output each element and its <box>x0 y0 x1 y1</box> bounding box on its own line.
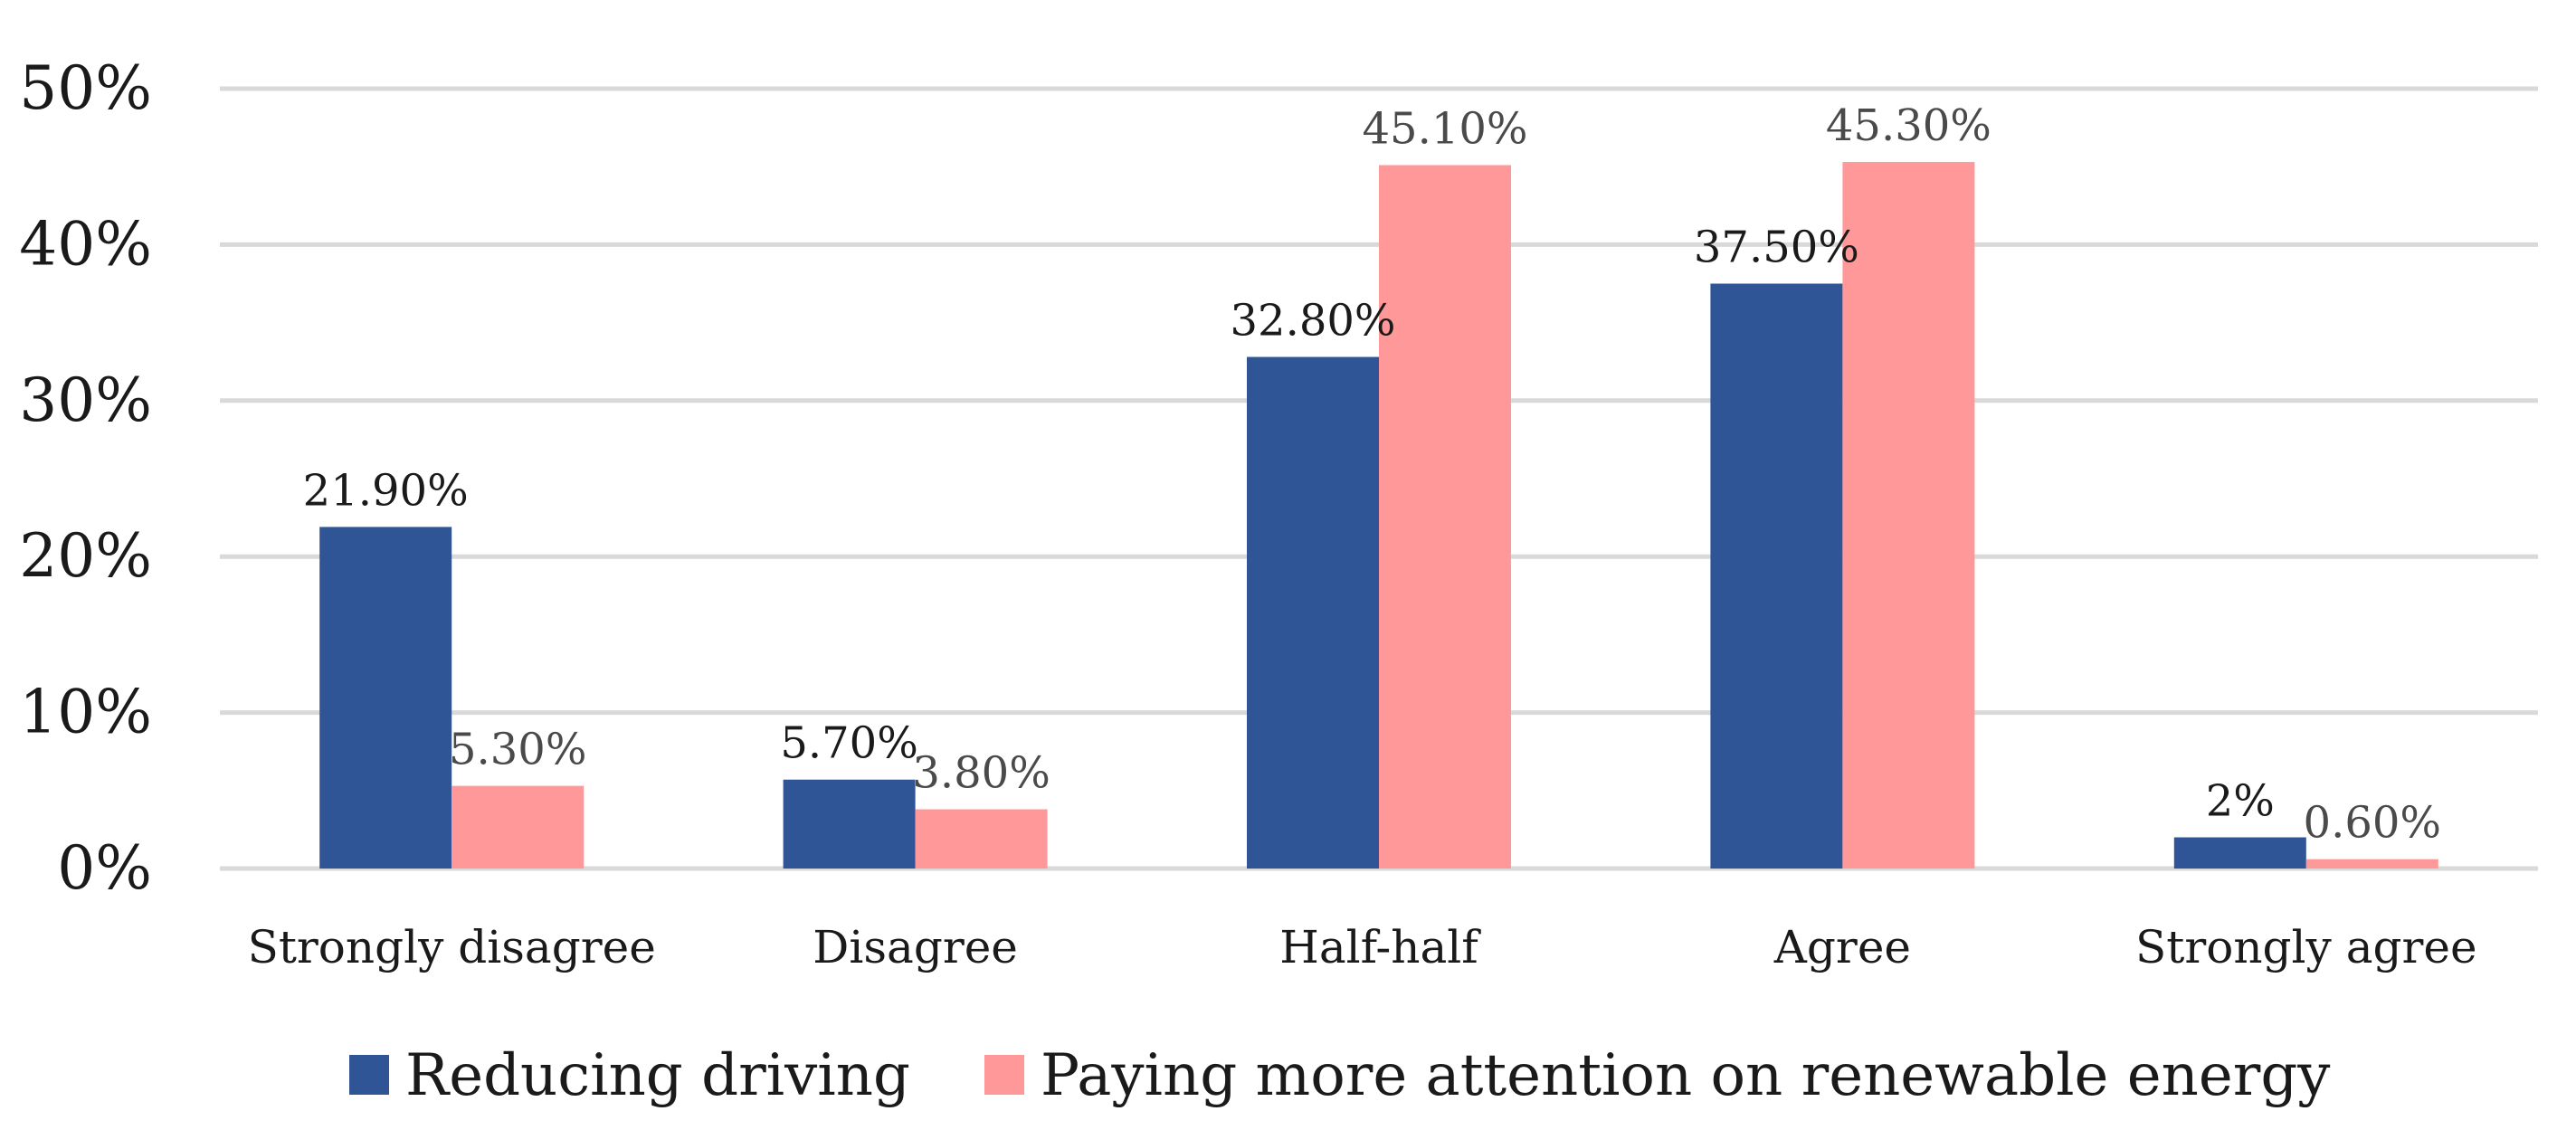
bar-renewable-energy <box>915 809 1048 869</box>
y-tick-label: 20% <box>19 521 152 591</box>
x-category-label: Agree <box>1773 921 1911 973</box>
bar-renewable-energy <box>1842 162 1975 869</box>
bar-renewable-energy <box>452 785 585 869</box>
bar-renewable-energy <box>1379 165 1511 869</box>
x-category-label: Half-half <box>1279 921 1481 973</box>
data-label: 3.80% <box>912 747 1050 798</box>
data-label: 45.10% <box>1362 103 1527 154</box>
bar-reducing-driving <box>2173 837 2306 869</box>
bar-reducing-driving <box>1710 283 1843 869</box>
data-label: 5.70% <box>780 718 917 769</box>
bars <box>319 162 2438 869</box>
x-category-label: Disagree <box>813 921 1018 973</box>
data-label: 0.60% <box>2304 798 2441 849</box>
data-label: 37.50% <box>1694 223 1859 273</box>
y-tick-label: 50% <box>19 53 152 123</box>
data-label: 32.80% <box>1230 296 1395 347</box>
data-label: 5.30% <box>449 725 586 775</box>
bar-reducing-driving <box>1247 356 1379 869</box>
data-label: 2% <box>2206 776 2275 827</box>
legend-swatch <box>984 1055 1024 1095</box>
data-label: 45.30% <box>1826 100 1991 151</box>
x-category-label: Strongly disagree <box>248 921 656 973</box>
y-tick-label: 0% <box>57 833 152 903</box>
data-label: 21.90% <box>303 465 469 516</box>
bar-reducing-driving <box>319 527 452 869</box>
legend-label: Reducing driving <box>405 1042 910 1109</box>
legend: Reducing driving Paying more attention on… <box>349 1042 2330 1109</box>
bar-reducing-driving <box>783 779 916 869</box>
y-tick-label: 30% <box>19 366 152 435</box>
legend-label: Paying more attention on renewable energ… <box>1041 1042 2330 1109</box>
legend-swatch <box>349 1055 389 1095</box>
y-tick-label: 10% <box>19 678 152 747</box>
data-labels: 21.90% 5.30% 5.70%3.80% 32.80% 45.10% 37.50% 4… <box>303 100 2441 849</box>
y-axis-tick-labels: 0% 10% 20% 30% 40% 50% <box>19 53 152 903</box>
y-tick-label: 40% <box>19 209 152 279</box>
bar-renewable-energy <box>2305 859 2438 869</box>
x-axis-category-labels: Strongly disagree Disagree Half-half Agree S… <box>248 921 2477 973</box>
x-category-label: Strongly agree <box>2135 921 2477 973</box>
